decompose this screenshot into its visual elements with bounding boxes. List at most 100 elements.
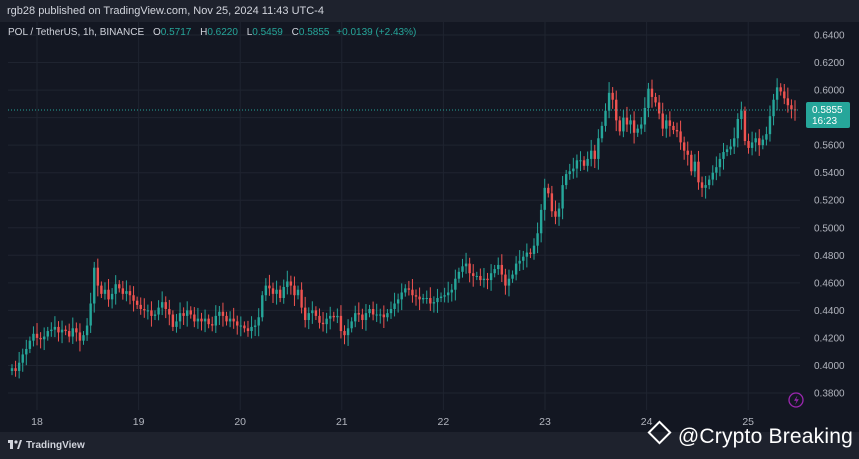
candle-down (78, 332, 82, 341)
candle-up (421, 297, 425, 300)
price-chart[interactable]: 0.64000.62000.60000.58000.56000.54000.52… (0, 22, 859, 432)
candle-up (761, 139, 765, 146)
candle-down (479, 275, 482, 281)
high-label: H (200, 27, 208, 38)
candle-up (564, 174, 568, 186)
candle-down (128, 291, 132, 296)
candle-down (168, 309, 171, 315)
candle-up (711, 172, 714, 180)
candle-up (461, 266, 464, 272)
candle-up (93, 267, 96, 304)
candle-up (464, 263, 468, 267)
candle-down (207, 318, 210, 325)
candle-up (214, 315, 217, 326)
current-price-label[interactable] (806, 102, 850, 129)
candle-up (103, 289, 107, 294)
x-axis-tick-label: 22 (438, 416, 450, 428)
candle-down (107, 289, 110, 300)
candle-down (582, 160, 586, 166)
candle-up (729, 146, 732, 150)
candle-up (264, 285, 268, 296)
candle-down (57, 326, 60, 333)
candle-down (211, 324, 214, 326)
candle-up (557, 208, 561, 217)
candle-up (400, 292, 403, 300)
candle-down (289, 281, 293, 286)
candle-up (196, 318, 200, 322)
candle-up (386, 313, 389, 318)
candle-up (10, 368, 14, 371)
candle-up (561, 185, 564, 209)
tradingview-logo[interactable]: TradingView (8, 440, 85, 451)
candle-down (414, 295, 418, 297)
candle-up (643, 107, 647, 125)
candle-down (382, 314, 386, 318)
candle-down (700, 182, 704, 188)
candle-up (518, 260, 521, 264)
candle-up (89, 303, 92, 326)
candle-up (17, 362, 21, 371)
candle-up (175, 321, 178, 327)
candle-down (361, 314, 364, 321)
candle-down (164, 302, 167, 310)
candle-down (625, 117, 629, 125)
candle-up (257, 317, 260, 326)
x-axis-tick-label: 25 (742, 416, 754, 428)
candle-down (96, 267, 100, 286)
candle-up (404, 288, 407, 293)
candle-up (600, 125, 604, 139)
candle-down (650, 88, 654, 97)
candle-down (758, 138, 761, 146)
candle-down (75, 328, 78, 333)
candle-up (325, 318, 328, 325)
candle-down (686, 150, 689, 155)
candle-up (53, 326, 57, 330)
candle-up (350, 321, 353, 329)
candle-down (343, 331, 346, 336)
candle-down (679, 131, 682, 143)
candle-down (314, 310, 318, 316)
candle-down (554, 211, 557, 217)
candle-up (375, 314, 378, 316)
candle-down (318, 315, 321, 323)
candle-up (307, 313, 310, 321)
candle-up (60, 329, 64, 333)
tradingview-logo-text: TradingView (26, 440, 85, 451)
candle-up (336, 315, 339, 318)
candle-down (786, 98, 790, 106)
x-axis-tick-label: 20 (234, 416, 246, 428)
low-value: 0.5459 (252, 27, 283, 38)
candle-up (493, 269, 496, 274)
candle-down (39, 337, 42, 340)
candle-down (100, 285, 103, 294)
candle-up (146, 310, 150, 312)
candle-up (665, 120, 668, 129)
candle-down (132, 295, 135, 301)
candle-up (218, 311, 221, 316)
candle-up (443, 295, 446, 297)
candle-up (25, 348, 28, 355)
candle-up (765, 134, 768, 140)
candle-up (775, 87, 779, 100)
candle-up (482, 278, 486, 281)
candle-up (446, 292, 450, 296)
candle-up (475, 275, 478, 277)
candle-down (529, 252, 532, 254)
candle-up (296, 289, 300, 296)
candle-down (611, 92, 614, 100)
x-axis-tick-label: 19 (133, 416, 145, 428)
candle-down (14, 368, 17, 371)
candle-up (704, 185, 707, 188)
close-value: 0.5855 (298, 27, 330, 38)
y-axis-tick-label: 0.4200 (814, 333, 845, 344)
candle-up (647, 88, 650, 108)
candle-down (783, 91, 786, 99)
candle-up (725, 149, 729, 153)
watermark-text: @Crypto Breaking (677, 425, 853, 448)
candle-down (225, 315, 228, 322)
candle-up (457, 271, 461, 279)
lightning-icon[interactable] (788, 392, 804, 408)
candle-down (293, 285, 296, 296)
y-axis-tick-label: 0.6200 (814, 58, 845, 69)
candle-down (743, 110, 747, 142)
